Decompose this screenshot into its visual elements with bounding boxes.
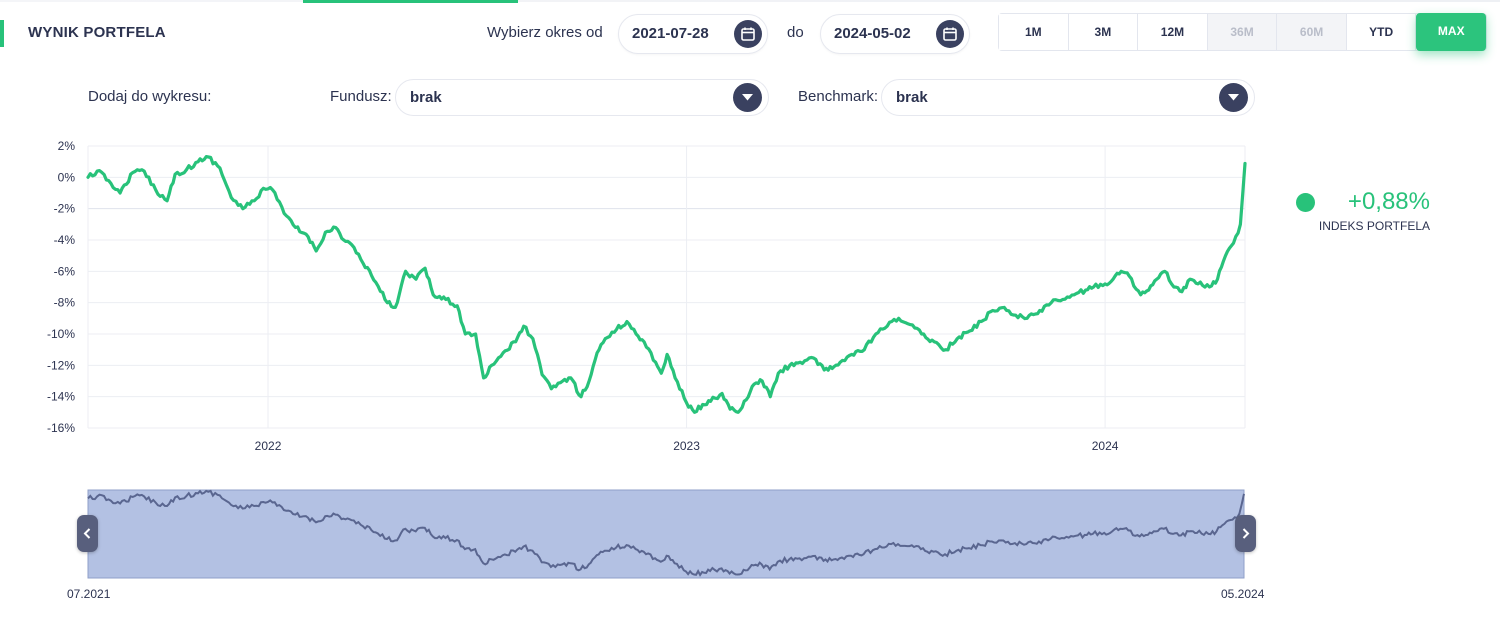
period-button-1m[interactable]: 1M xyxy=(999,14,1069,50)
y-tick-label: -14% xyxy=(47,390,75,404)
legend-marker xyxy=(1296,193,1315,212)
range-from-label: Wybierz okres od xyxy=(487,24,603,41)
period-button-3m[interactable]: 3M xyxy=(1068,14,1139,50)
chevron-down-icon[interactable] xyxy=(733,83,762,112)
chevron-down-icon[interactable] xyxy=(1219,83,1248,112)
range-navigator[interactable] xyxy=(0,480,1290,585)
calendar-icon[interactable] xyxy=(734,20,762,48)
period-button-12m[interactable]: 12M xyxy=(1138,14,1208,50)
active-tab-indicator xyxy=(303,0,518,3)
page-title: WYNIK PORTFELA xyxy=(28,24,166,41)
range-to-label: do xyxy=(787,24,804,41)
series-line-0 xyxy=(86,155,1247,414)
x-tick-label: 2022 xyxy=(255,439,282,453)
y-tick-label: -2% xyxy=(54,202,76,216)
fund-label: Fundusz: xyxy=(330,88,392,105)
y-tick-label: -16% xyxy=(47,421,75,435)
fund-select-value: brak xyxy=(410,89,442,106)
navigator-end-date: 05.2024 xyxy=(1221,587,1265,601)
portfolio-line-chart[interactable]: 2% 0% -2% -4% -6% -8% -10% -12% -14% -16% 2022 2023… xyxy=(0,130,1290,470)
navigator-line xyxy=(87,489,1245,577)
chart-series xyxy=(86,155,1247,414)
y-tick-label: -8% xyxy=(54,296,76,310)
date-from-value: 2021-07-28 xyxy=(632,25,709,42)
y-tick-label: -6% xyxy=(54,264,76,278)
top-border xyxy=(0,0,1500,2)
period-button-36m: 36M xyxy=(1207,14,1278,50)
chart-grid xyxy=(87,145,1246,429)
title-accent-bar xyxy=(0,20,4,47)
add-to-chart-label: Dodaj do wykresu: xyxy=(88,88,212,105)
chevron-left-icon xyxy=(83,528,91,539)
calendar-icon[interactable] xyxy=(936,20,964,48)
benchmark-label: Benchmark: xyxy=(798,88,879,105)
period-button-max[interactable]: MAX xyxy=(1416,13,1487,51)
x-tick-label: 2023 xyxy=(673,439,700,453)
navigator-right-handle[interactable] xyxy=(1235,515,1256,552)
legend-series-name: INDEKS PORTFELA xyxy=(1318,219,1430,233)
period-selector: 1M 3M 12M 36M 60M YTD MAX xyxy=(998,13,1487,51)
x-tick-label: 2024 xyxy=(1092,439,1119,453)
y-tick-label: -4% xyxy=(54,233,76,247)
date-to-value: 2024-05-02 xyxy=(834,25,911,42)
period-button-ytd[interactable]: YTD xyxy=(1346,14,1417,50)
navigator-start-date: 07.2021 xyxy=(67,587,111,601)
y-tick-label: -12% xyxy=(47,358,75,372)
navigator-series xyxy=(87,489,1245,579)
legend-value: +0,88% xyxy=(1347,188,1430,215)
period-button-60m: 60M xyxy=(1277,14,1347,50)
date-to-field[interactable]: 2024-05-02 xyxy=(820,14,970,54)
navigator-left-handle[interactable] xyxy=(77,515,98,552)
date-from-field[interactable]: 2021-07-28 xyxy=(618,14,768,54)
y-tick-label: 0% xyxy=(58,170,76,184)
y-tick-label: 2% xyxy=(58,139,76,153)
chevron-right-icon xyxy=(1242,528,1250,539)
y-tick-label: -10% xyxy=(47,327,75,341)
chart-axes: 2% 0% -2% -4% -6% -8% -10% -12% -14% -16% 2022 2023… xyxy=(47,139,1119,453)
benchmark-select[interactable]: brak xyxy=(881,79,1255,116)
fund-select[interactable]: brak xyxy=(395,79,769,116)
benchmark-select-value: brak xyxy=(896,89,928,106)
